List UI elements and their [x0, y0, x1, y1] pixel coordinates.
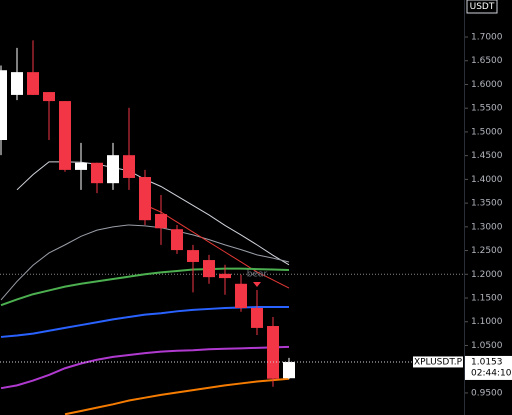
y-tick-label: 1.3500 [471, 199, 503, 209]
y-tick-label: 1.0500 [471, 341, 503, 351]
countdown: 02:44:10 [471, 368, 512, 378]
plot: 0.95001.00001.05001.10001.15001.20001.25… [0, 33, 503, 415]
moving-average [0, 224, 290, 301]
candle-body [0, 70, 7, 140]
symbol-label: XPLUSDT.P [414, 357, 463, 367]
moving-average [0, 345, 290, 390]
candle-body [123, 155, 135, 178]
symbol-box [413, 356, 463, 368]
candle-body [171, 229, 183, 251]
candle-body [219, 273, 231, 279]
candle-body [27, 72, 39, 95]
annotation-marker [253, 281, 261, 287]
y-tick-label: 1.6500 [471, 56, 503, 66]
y-tick-label: 1.7000 [471, 33, 503, 43]
candle-body [43, 92, 55, 102]
candle-body [283, 361, 295, 379]
candle-body [235, 283, 247, 308]
y-tick-label: 0.9500 [471, 388, 503, 398]
candle-body [107, 155, 119, 184]
last-price-label: 1.0153 [471, 357, 503, 367]
y-tick-label: 1.5000 [471, 127, 503, 137]
candle-body [75, 162, 87, 170]
annotation-text: bear [247, 269, 268, 279]
candle-body [267, 326, 279, 379]
moving-average [144, 204, 290, 289]
candle-body [203, 260, 215, 278]
y-tick-label: 1.2500 [471, 246, 503, 256]
candle-body [139, 177, 151, 221]
moving-average [64, 377, 290, 415]
currency-box[interactable] [466, 0, 498, 14]
candle-body [91, 162, 103, 184]
candle-body [251, 307, 263, 328]
candle-body [59, 101, 71, 170]
candle-body [155, 214, 167, 229]
y-tick-label: 1.5500 [471, 104, 503, 114]
y-tick-label: 1.1500 [471, 294, 503, 304]
candle-body [187, 250, 199, 262]
y-tick-label: 1.4500 [471, 151, 503, 161]
moving-average [0, 267, 290, 307]
y-tick-label: 1.3000 [471, 222, 503, 232]
y-tick-label: 1.1000 [471, 317, 503, 327]
last-price-box [465, 355, 512, 380]
candle-body [11, 72, 23, 95]
y-tick-label: 1.4000 [471, 175, 503, 185]
y-tick-label: 1.6000 [471, 80, 503, 90]
currency: USDT [470, 2, 495, 12]
y-tick-label: 1.2000 [471, 270, 503, 280]
